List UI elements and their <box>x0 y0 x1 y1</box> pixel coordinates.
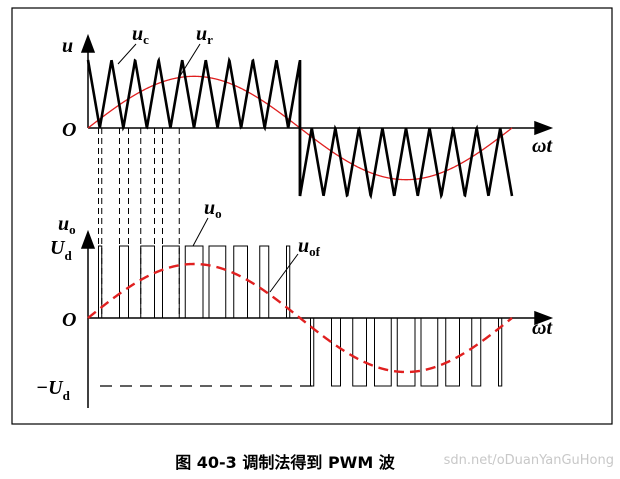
pwm-wave <box>88 245 512 387</box>
label: u <box>62 35 73 57</box>
label: O <box>62 309 76 331</box>
label: Ud <box>50 237 72 263</box>
fundamental-wave <box>87 262 513 374</box>
frame <box>11 7 613 425</box>
label: O <box>62 119 76 141</box>
leaders <box>117 43 299 293</box>
label: uof <box>298 235 321 259</box>
watermark: sdn.net/oDuanYanGuHong <box>444 453 614 468</box>
label: ωt <box>532 317 553 339</box>
label: uo <box>58 213 76 237</box>
label: −Ud <box>36 377 71 403</box>
caption: 图 40-3 调制法得到 PWM 波 <box>175 453 396 472</box>
label: uo <box>204 197 222 221</box>
label: ur <box>196 23 213 47</box>
label: ωt <box>532 135 553 157</box>
waveforms <box>86 56 514 387</box>
label: uc <box>132 23 149 47</box>
